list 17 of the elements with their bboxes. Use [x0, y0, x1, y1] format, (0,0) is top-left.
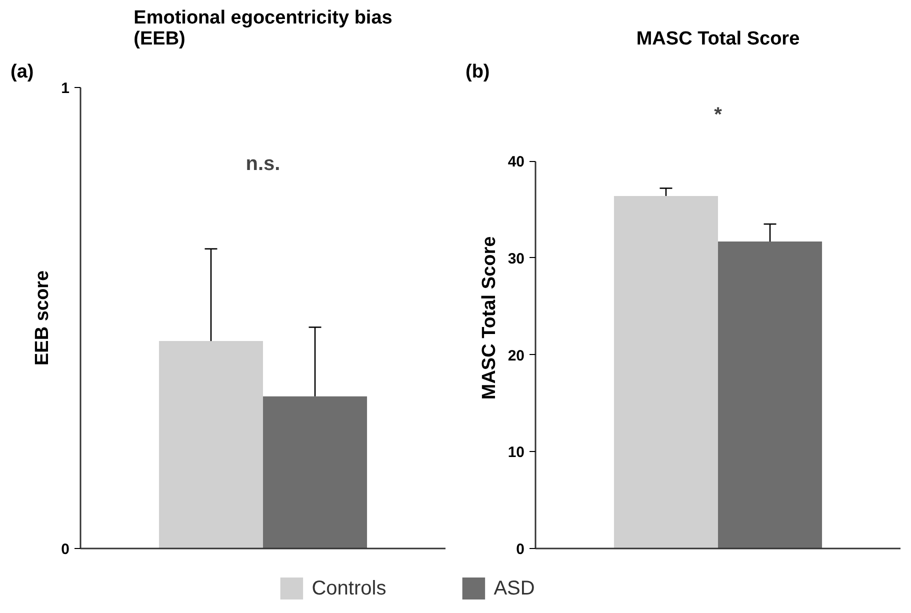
- annotation: n.s.: [246, 153, 280, 176]
- y-tick-label: 20: [508, 347, 525, 364]
- chart-title: Emotional egocentricity bias (EEB): [134, 8, 392, 50]
- chart-title: MASC Total Score: [636, 28, 800, 50]
- y-tick-label: 40: [508, 154, 525, 171]
- y-axis-title: MASC Total Score: [478, 236, 500, 400]
- y-tick-label: 0: [516, 541, 524, 558]
- legend-label: ASD: [494, 578, 535, 600]
- y-axis-title: EEB score: [32, 270, 54, 366]
- y-tick-label: 30: [508, 250, 525, 268]
- y-tick-label: 0: [61, 541, 70, 558]
- text: (b): [466, 62, 490, 82]
- y-tick-label: 1: [61, 80, 70, 97]
- legend-label: Controls: [312, 578, 386, 600]
- text: *: [714, 104, 722, 126]
- y-tick-label: 10: [508, 444, 525, 462]
- text: (a): [10, 62, 34, 82]
